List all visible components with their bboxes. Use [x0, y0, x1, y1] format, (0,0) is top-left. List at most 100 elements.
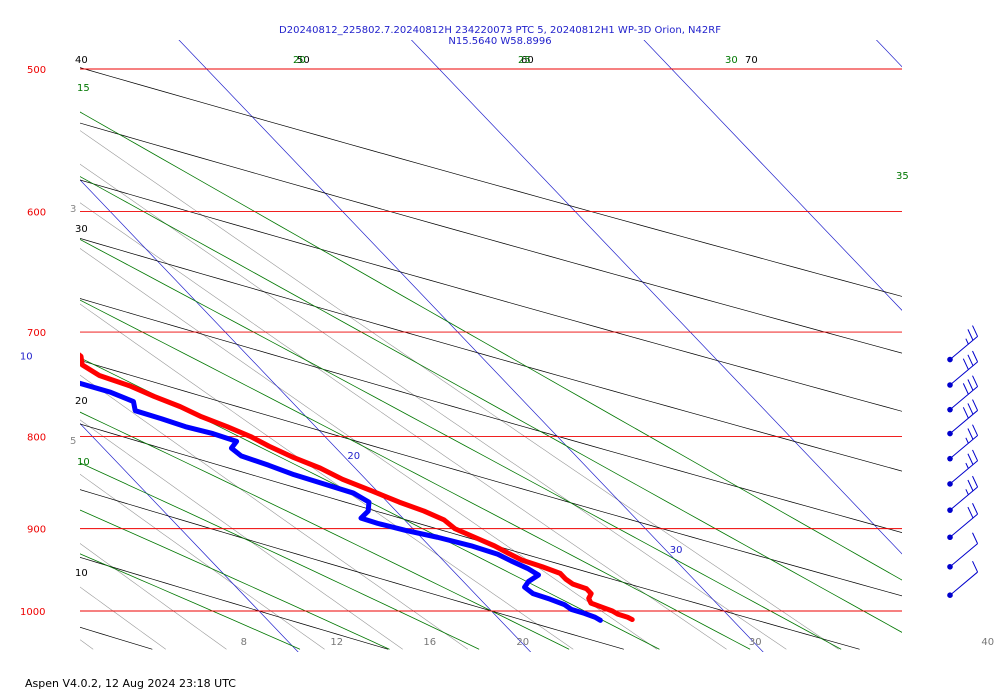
wind-barb-flag [972, 449, 979, 461]
wind-barb-flag [965, 437, 969, 444]
wind-barb-flag [967, 428, 974, 440]
moist-adiabat-line [80, 462, 480, 650]
sounding-traces [80, 352, 635, 623]
moist-adiabat-lines [80, 111, 902, 650]
dry-adiabat-line [80, 359, 902, 597]
wind-barb [947, 560, 979, 599]
moist-adiabat-label: 35 [896, 171, 909, 182]
wind-barb-shaft [949, 410, 978, 434]
wind-barb-shaft [949, 361, 978, 386]
moist-adiabat-line [80, 411, 570, 650]
wind-barbs [947, 325, 979, 599]
pressure-tick-label: 900 [27, 525, 46, 536]
wind-barb [947, 449, 979, 487]
chart-title: D20240812_225802.7.20240812H 234220073 P… [279, 25, 721, 36]
mixing-ratio-line [80, 543, 227, 650]
wind-barb-flag [962, 407, 969, 419]
dry-adiabat-label: 10 [75, 568, 88, 579]
wind-barb [947, 503, 979, 541]
pressure-tick-label: 500 [27, 65, 46, 76]
dewpoint-trace [80, 380, 603, 623]
moist-adiabat-line [80, 176, 902, 633]
wind-barb-flag [965, 462, 969, 469]
temperature-tick-label: 12 [330, 637, 343, 648]
mixing-ratio-label: 5 [70, 436, 76, 447]
dry-adiabat-line [80, 298, 902, 533]
pressure-tick-label: 600 [27, 208, 46, 219]
axis-labels: 500600700800900100081216203040-100102030… [20, 55, 994, 648]
wind-barb-shaft [949, 386, 978, 411]
isotherm-label: 10 [20, 351, 33, 362]
dry-adiabat-line [80, 238, 902, 472]
wind-barb [947, 424, 979, 462]
dry-adiabat-label: 40 [75, 55, 88, 66]
temperature-tick-label: 16 [423, 637, 436, 648]
isotherm-line [178, 40, 764, 652]
mixing-ratio-lines [0, 0, 839, 650]
moist-adiabat-label: 10 [77, 457, 90, 468]
wind-barb [947, 532, 979, 570]
wind-barb-flag [972, 350, 979, 363]
wind-barb-shaft [949, 435, 978, 460]
moist-adiabat-line [80, 357, 660, 650]
mixing-ratio-line [80, 473, 325, 650]
wind-barb-flag [972, 503, 979, 515]
wind-barb-flag [967, 329, 974, 341]
dry-adiabat-line [80, 179, 902, 412]
wind-barb-flag [967, 354, 974, 366]
wind-barb-flag [965, 489, 969, 495]
wind-barb-flag [972, 560, 979, 573]
mixing-ratio-label: 3 [70, 204, 76, 215]
moist-adiabat-label: 15 [77, 83, 90, 94]
wind-barb-shaft [949, 571, 978, 596]
wind-barb-flag [972, 375, 979, 387]
pressure-tick-label: 1000 [20, 607, 45, 618]
wind-barb [947, 325, 979, 363]
mixing-ratio-line [80, 202, 727, 650]
isotherm-label: 20 [347, 451, 360, 462]
wind-barb-flag [967, 479, 974, 492]
mixing-ratio-line [0, 0, 2, 649]
wind-barb-flag [967, 506, 974, 519]
wind-barb-shaft [949, 486, 978, 511]
mixing-ratio-line [80, 248, 658, 650]
wind-barb-flag [967, 379, 974, 391]
mixing-ratio-line [80, 639, 94, 650]
dry-adiabat-label: 70 [745, 55, 758, 66]
isotherm-line [80, 422, 299, 652]
chart-subtitle: N15.5640 W58.8996 [448, 36, 552, 47]
footer-version: Aspen V4.0.2, 12 Aug 2024 23:18 UTC [25, 677, 236, 690]
wind-barb-shaft [949, 336, 978, 360]
wind-barb-flag [972, 325, 979, 337]
temperature-tick-label: 30 [749, 637, 762, 648]
isotherm-label: 30 [670, 545, 683, 556]
wind-barb [947, 375, 979, 413]
dry-adiabat-line [80, 556, 389, 650]
mixing-ratio-line [80, 374, 469, 650]
mixing-ratio-line [80, 303, 574, 650]
isotherm-line [643, 40, 902, 311]
pressure-tick-label: 700 [27, 328, 46, 339]
temperature-tick-label: 20 [516, 637, 529, 648]
wind-barb-flag [972, 475, 979, 488]
wind-barb [947, 475, 979, 513]
wind-barb-flag [967, 453, 974, 465]
moist-adiabat-line [80, 553, 301, 650]
moist-adiabat-label: 20 [293, 55, 306, 66]
wind-barb-flag [962, 383, 969, 395]
temperature-tick-label: 40 [981, 637, 994, 648]
moist-adiabat-line [80, 299, 751, 650]
mixing-ratio-line [80, 130, 839, 650]
isobar-lines [80, 68, 902, 612]
wind-barb [947, 399, 979, 437]
wind-barb-flag [962, 358, 969, 370]
dry-adiabat-line [80, 626, 153, 650]
moist-adiabat-line [80, 111, 902, 581]
temperature-trace [80, 352, 635, 623]
mixing-ratio-line [80, 586, 166, 650]
dry-adiabat-label: 30 [75, 224, 88, 235]
moist-adiabat-label: 25 [518, 55, 531, 66]
wind-barb [947, 350, 979, 388]
wind-barb-flag [967, 403, 974, 415]
